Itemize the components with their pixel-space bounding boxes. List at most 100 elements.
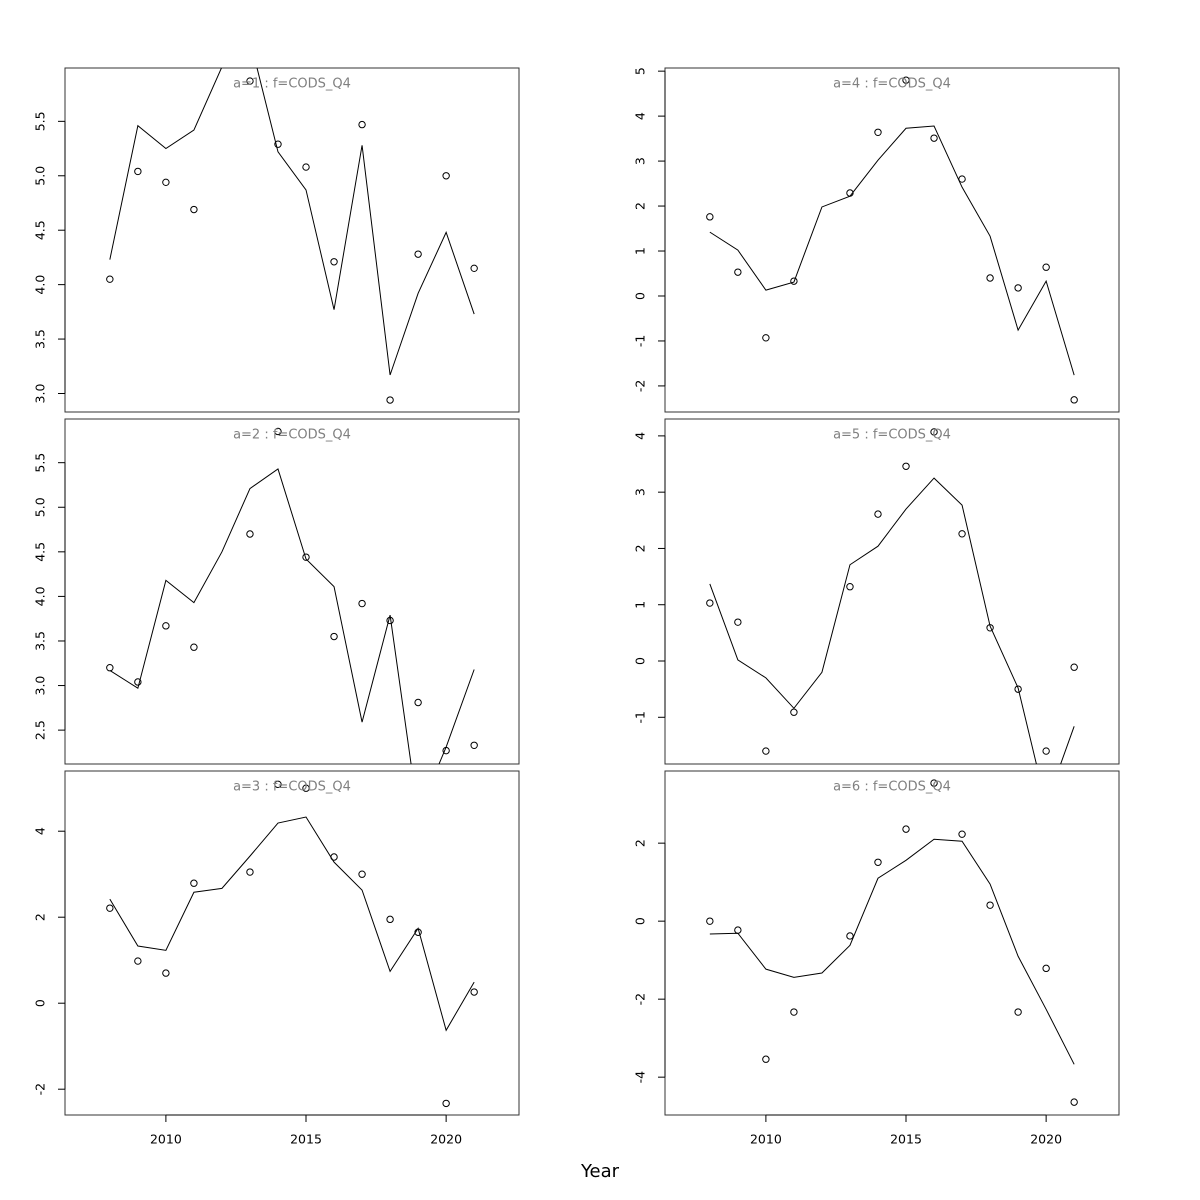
panel-title: a=3 : f=CODS_Q4	[233, 780, 351, 795]
x-tick-label: 2010	[150, 1132, 182, 1147]
y-tick-label: 0	[633, 292, 648, 300]
data-point	[734, 926, 742, 934]
data-point	[330, 632, 338, 641]
data-point	[930, 134, 938, 142]
panel: -4 -2 0 2 2010 2015 2020 a=6 : f=CODS_Q4	[633, 770, 1120, 1147]
data-point	[190, 879, 198, 887]
data-point	[874, 510, 882, 518]
x-tick-label: 2010	[750, 1132, 782, 1147]
y-tick-label: 3	[633, 488, 648, 496]
data-point	[134, 167, 142, 176]
plot-frame	[664, 418, 1120, 765]
data-point	[246, 77, 254, 85]
data-point	[190, 205, 198, 214]
plot-area	[706, 76, 1078, 404]
data-point	[162, 622, 170, 630]
fitted-line	[709, 838, 1075, 1065]
data-point	[162, 178, 170, 187]
y-tick-label: 5	[633, 67, 648, 75]
data-point	[874, 128, 882, 137]
data-point	[386, 396, 394, 404]
panel-title: a=4 : f=CODS_Q4	[833, 77, 951, 92]
data-point	[246, 530, 254, 538]
data-point	[930, 779, 938, 787]
y-tick-label: 5.5	[33, 453, 48, 473]
x-tick-label: 2015	[890, 1132, 922, 1147]
y-tick-label: 2	[33, 913, 48, 921]
data-point	[190, 643, 198, 651]
data-point	[734, 618, 742, 626]
data-point	[1014, 685, 1022, 693]
plot-frame	[664, 770, 1120, 1116]
data-point	[902, 825, 910, 833]
data-point	[358, 599, 366, 608]
data-point	[930, 428, 938, 436]
y-tick-label: 3.0	[33, 384, 48, 404]
fitted-line	[709, 125, 1075, 376]
data-point	[790, 1008, 798, 1016]
data-point	[902, 76, 910, 84]
plot-frame	[64, 418, 520, 765]
fitted-line	[109, 68, 475, 376]
data-point	[358, 120, 366, 129]
data-point	[442, 1099, 450, 1108]
y-tick-label: 4.0	[33, 586, 48, 606]
y-tick-label: 1	[633, 601, 648, 609]
y-tick-label: -2	[633, 993, 648, 1005]
panel: 3.0 3.5 4.0 4.5 5.0 5.5 a=1 : f=CODS_Q4	[33, 67, 520, 413]
data-point	[106, 275, 114, 283]
y-tick-label: 5.5	[33, 111, 48, 131]
y-tick-label: -2	[633, 380, 648, 392]
data-point	[162, 969, 170, 977]
data-point	[902, 462, 910, 470]
plot-area	[106, 780, 478, 1108]
y-tick-label: 5.0	[33, 166, 48, 186]
panel-title: a=2 : f=CODS_Q4	[233, 428, 351, 443]
data-point	[470, 264, 478, 273]
data-point	[762, 334, 770, 342]
y-tick-label: 4	[33, 827, 48, 835]
data-point	[762, 747, 770, 755]
y-tick-label: -2	[33, 1083, 48, 1095]
y-tick-label: 4	[633, 432, 648, 440]
data-point	[386, 915, 394, 924]
panel: -2 0 2 4 2010 2015 2020 a=3 : f=CODS_Q4	[33, 770, 520, 1147]
plot-area	[106, 68, 478, 404]
data-point	[274, 780, 282, 789]
data-point	[986, 274, 994, 282]
panel-title: a=5 : f=CODS_Q4	[833, 428, 951, 443]
panel: -2 -1 0 1 2 3 4 5 a=4 : f=CODS_Q4	[633, 67, 1120, 413]
y-tick-label: 4	[633, 112, 648, 120]
panel-title: a=6 : f=CODS_Q4	[833, 780, 951, 795]
plot-frame	[64, 67, 520, 413]
y-tick-label: 2	[633, 544, 648, 552]
plot-frame	[64, 770, 520, 1116]
data-point	[274, 140, 282, 148]
y-tick-label: 3.0	[33, 676, 48, 696]
data-point	[1014, 1008, 1022, 1016]
y-tick-label: 0	[633, 917, 648, 925]
x-tick-label: 2020	[430, 1132, 462, 1147]
data-point	[706, 599, 714, 607]
panel-title: a=1 : f=CODS_Q4	[233, 77, 351, 92]
y-tick-label: 4.5	[33, 542, 48, 562]
data-point	[330, 258, 338, 266]
y-tick-label: 0	[33, 999, 48, 1007]
data-point	[706, 917, 714, 925]
y-tick-label: 3.5	[33, 631, 48, 651]
data-point	[1014, 284, 1022, 292]
data-point	[874, 858, 882, 866]
x-axis-label: Year	[580, 1161, 620, 1182]
plot-area	[706, 779, 1078, 1106]
plot-area	[706, 428, 1078, 764]
fitted-line	[109, 468, 475, 764]
data-point	[302, 553, 310, 561]
data-point	[762, 1055, 770, 1063]
plot-area	[106, 427, 478, 764]
y-tick-label: 4.5	[33, 220, 48, 240]
data-point	[1042, 964, 1050, 973]
data-point	[986, 901, 994, 909]
fitted-line	[109, 816, 475, 1032]
data-point	[470, 988, 478, 996]
